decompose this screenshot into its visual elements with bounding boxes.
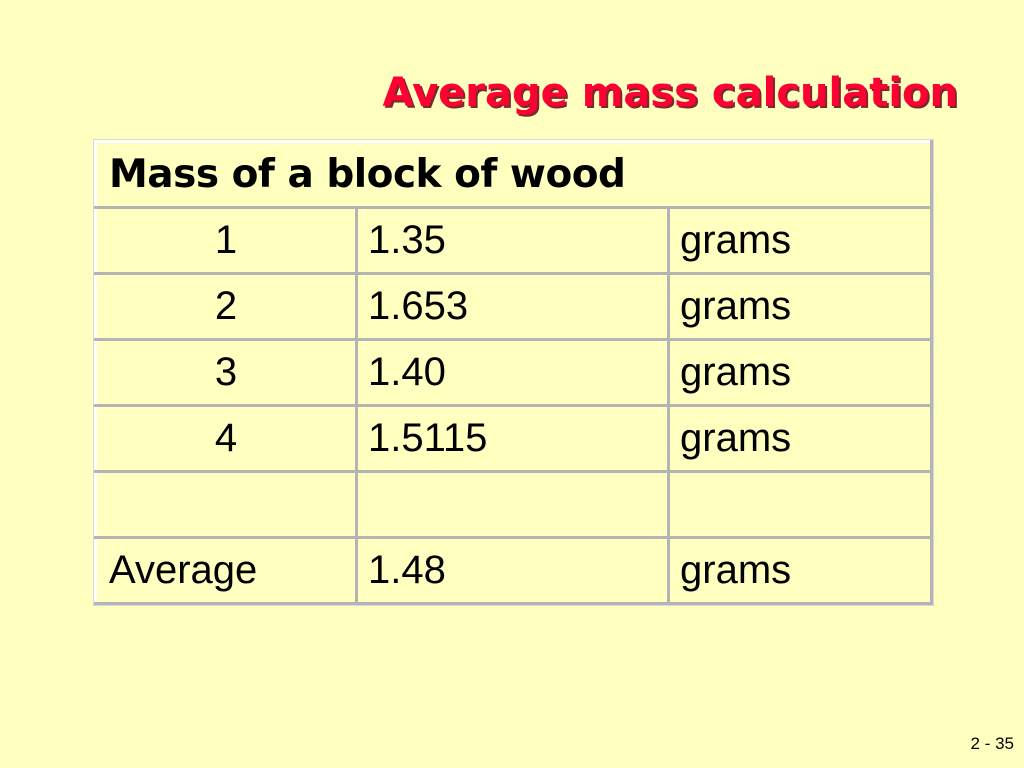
- mass-value-cell: 1.40: [355, 338, 670, 407]
- average-unit-cell: grams: [667, 536, 933, 605]
- table-header: Mass of a block of wood: [94, 140, 933, 209]
- average-label-cell: Average: [94, 536, 358, 605]
- table-row: 1 1.35 grams: [94, 206, 933, 275]
- table-row: 3 1.40 grams: [94, 338, 933, 407]
- trial-number-cell: 3: [94, 338, 358, 407]
- unit-cell: grams: [667, 404, 933, 473]
- mass-value-cell: [355, 470, 670, 539]
- trial-number-cell: 2: [94, 272, 358, 341]
- unit-cell: [667, 470, 933, 539]
- trial-number-cell: 1: [94, 206, 358, 275]
- mass-value-cell: 1.653: [355, 272, 670, 341]
- table-row: 4 1.5115 grams: [94, 404, 933, 473]
- page-number: 2 - 35: [970, 734, 1014, 753]
- table-header-row: Mass of a block of wood: [94, 140, 933, 209]
- unit-cell: grams: [667, 338, 933, 407]
- average-mass-cell: 1.48: [355, 536, 670, 605]
- average-row: Average 1.48 grams: [94, 536, 933, 605]
- trial-number-cell: 4: [94, 404, 358, 473]
- unit-cell: grams: [667, 206, 933, 275]
- mass-value-cell: 1.35: [355, 206, 670, 275]
- unit-cell: grams: [667, 272, 933, 341]
- mass-value-cell: 1.5115: [355, 404, 670, 473]
- trial-number-cell: [94, 470, 358, 539]
- table-row: 2 1.653 grams: [94, 272, 933, 341]
- slide-title: Average mass calculation: [382, 70, 958, 116]
- mass-table: Mass of a block of wood 1 1.35 grams 2 1…: [94, 140, 933, 605]
- table-row-empty: [94, 470, 933, 539]
